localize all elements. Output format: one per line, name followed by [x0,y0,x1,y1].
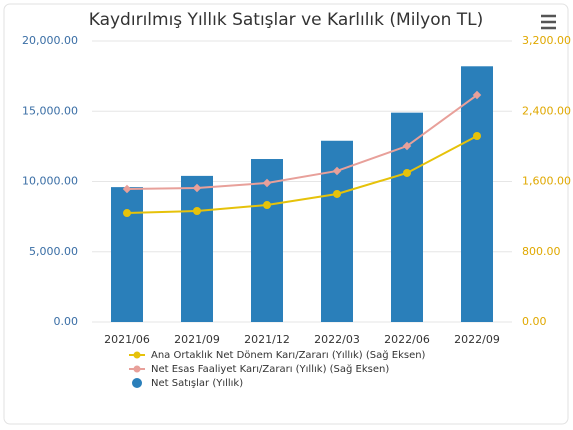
x-tick-label: 2022/03 [314,333,360,346]
legend-symbol [133,351,141,359]
point [333,189,341,198]
point [402,141,412,151]
point [403,168,411,177]
legend-label: Net Esas Faaliyet Karı/Zararı (Yıllık) (… [151,363,389,375]
x-tick-label: 2022/06 [384,333,430,346]
x-tick-label: 2022/09 [454,333,500,346]
point [263,201,271,210]
point [192,183,202,193]
x-tick-label: 2021/12 [244,333,290,346]
y-tick-label: 5,000.00 [29,245,78,258]
point [123,209,131,218]
y2-tick-label: 0.00 [522,315,547,328]
legend-label: Net Satışlar (Yıllık) [151,378,243,389]
point [332,166,342,176]
bar [461,66,493,322]
bar [111,187,143,322]
y2-tick-label: 1,600.00 [522,175,571,188]
y-tick-label: 15,000.00 [22,104,78,117]
bar [181,175,213,322]
menu-icon[interactable] [541,14,556,30]
y2-tick-label: 3,200.00 [522,34,571,47]
point [122,184,132,194]
y-tick-label: 20,000.00 [22,34,78,47]
point [193,207,201,216]
y2-tick-label: 800.00 [522,245,561,258]
point [262,178,272,188]
legend-label: Ana Ortaklık Net Dönem Karı/Zararı (Yıll… [151,349,426,361]
line [126,94,478,190]
point [473,132,481,141]
y-tick-label: 10,000.00 [22,175,78,188]
y2-tick-label: 2,400.00 [522,104,571,117]
chart-title: Kaydırılmış Yıllık Satışlar ve Karlılık … [89,10,484,30]
x-tick-label: 2021/09 [174,333,220,346]
y-tick-label: 0.00 [54,315,79,328]
point [472,90,482,100]
x-tick-label: 2021/06 [104,333,150,346]
frame [3,3,569,425]
legend-symbol [133,365,141,373]
line [126,135,478,215]
legend-symbol [132,378,142,388]
